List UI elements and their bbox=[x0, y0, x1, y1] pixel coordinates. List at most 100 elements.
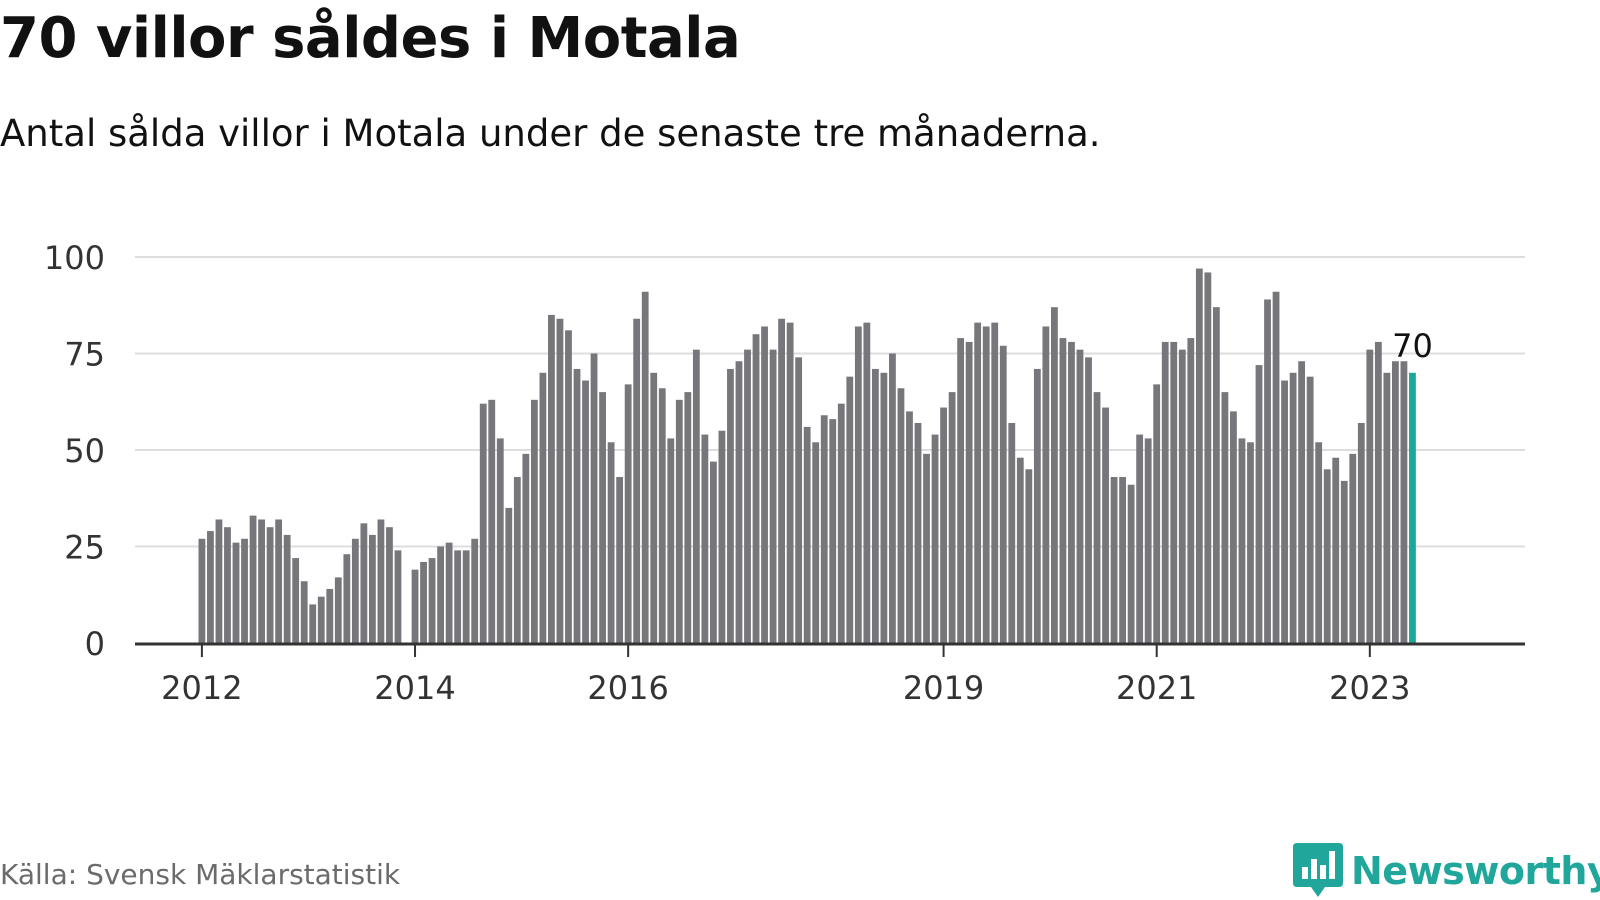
bar bbox=[309, 604, 317, 643]
chart-bubble-icon bbox=[1293, 843, 1343, 897]
bar bbox=[326, 588, 334, 643]
bar bbox=[752, 334, 760, 643]
bar bbox=[283, 534, 291, 643]
bar bbox=[1281, 380, 1288, 643]
bar bbox=[548, 314, 555, 643]
x-axis-ticks: 2012 2014 2016 2019 2021 2023 bbox=[161, 645, 1411, 707]
bar bbox=[1230, 411, 1237, 643]
bar bbox=[650, 372, 658, 643]
x-tick-label: 2016 bbox=[587, 669, 668, 707]
brand-logo: Newsworthy bbox=[1293, 843, 1600, 899]
bar bbox=[889, 353, 896, 643]
bar bbox=[1127, 484, 1135, 643]
bar bbox=[1255, 365, 1263, 643]
bar bbox=[914, 422, 922, 643]
bar bbox=[573, 368, 581, 643]
bar bbox=[360, 523, 368, 643]
y-tick-label: 100 bbox=[44, 239, 105, 277]
bar bbox=[539, 372, 547, 643]
bar bbox=[923, 453, 930, 643]
bar bbox=[675, 399, 683, 643]
bar bbox=[420, 561, 427, 643]
bar bbox=[249, 515, 257, 643]
y-tick-label: 25 bbox=[64, 529, 105, 567]
bar bbox=[513, 477, 521, 643]
bar bbox=[1136, 434, 1144, 643]
bar bbox=[386, 527, 393, 643]
highlight-value-label: 70 bbox=[1392, 327, 1433, 365]
bar bbox=[1042, 326, 1050, 643]
bar bbox=[1170, 341, 1178, 643]
bar bbox=[761, 326, 768, 643]
bars bbox=[198, 268, 1416, 643]
bar bbox=[1221, 392, 1229, 643]
bar bbox=[1144, 438, 1152, 643]
bar-highlight bbox=[1409, 372, 1416, 643]
bar bbox=[803, 426, 811, 643]
bar bbox=[658, 388, 666, 643]
bar bbox=[1332, 457, 1340, 643]
bar bbox=[599, 392, 606, 643]
bar bbox=[351, 538, 359, 643]
bar bbox=[880, 372, 888, 643]
bar bbox=[1068, 341, 1075, 643]
bar bbox=[1085, 357, 1092, 643]
bar bbox=[1247, 442, 1254, 643]
bar bbox=[684, 392, 692, 643]
bar bbox=[377, 519, 385, 643]
bar bbox=[471, 538, 479, 643]
bar bbox=[1025, 469, 1033, 643]
bar bbox=[957, 338, 965, 643]
source-note: Källa: Svensk Mäklarstatistik bbox=[0, 858, 401, 891]
bar bbox=[624, 384, 632, 643]
bar bbox=[607, 442, 615, 643]
bar bbox=[369, 534, 376, 643]
bar bbox=[982, 326, 990, 643]
bar bbox=[582, 380, 589, 643]
bar bbox=[735, 361, 743, 643]
bar bbox=[1298, 361, 1306, 643]
bar bbox=[445, 542, 453, 643]
bar bbox=[965, 341, 973, 643]
bar bbox=[854, 326, 862, 643]
bar bbox=[1357, 422, 1365, 643]
bar bbox=[1289, 372, 1297, 643]
bar bbox=[454, 550, 462, 643]
bar bbox=[1238, 438, 1246, 643]
bar bbox=[343, 554, 351, 643]
bar bbox=[897, 388, 905, 643]
bar bbox=[266, 527, 274, 643]
bar bbox=[863, 322, 871, 643]
x-tick-label: 2012 bbox=[161, 669, 242, 707]
bar bbox=[641, 291, 649, 643]
brand-name: Newsworthy bbox=[1351, 849, 1600, 893]
bar bbox=[565, 330, 572, 643]
bar bbox=[1059, 338, 1067, 643]
bar bbox=[437, 546, 444, 643]
y-tick-label: 75 bbox=[64, 336, 105, 374]
bar bbox=[1033, 368, 1041, 643]
bar bbox=[462, 550, 470, 643]
y-tick-label: 0 bbox=[85, 625, 105, 663]
bar bbox=[1008, 422, 1016, 643]
bar bbox=[241, 538, 248, 643]
bar bbox=[1195, 268, 1203, 643]
bar bbox=[778, 318, 785, 643]
chart-title: 70 villor såldes i Motala bbox=[0, 6, 741, 71]
bar bbox=[633, 318, 641, 643]
bar bbox=[1016, 457, 1024, 643]
bar bbox=[394, 550, 402, 643]
bar bbox=[1204, 272, 1212, 643]
bar bbox=[744, 349, 751, 643]
bar bbox=[530, 399, 538, 643]
bar bbox=[1374, 341, 1382, 643]
bar bbox=[411, 569, 419, 643]
x-tick-label: 2019 bbox=[903, 669, 984, 707]
bar bbox=[232, 542, 240, 643]
y-axis-labels: 0 25 50 75 100 bbox=[44, 239, 105, 663]
bar bbox=[837, 403, 845, 643]
bar bbox=[820, 415, 828, 643]
bar bbox=[1076, 349, 1084, 643]
bar bbox=[224, 527, 231, 643]
bar bbox=[940, 407, 947, 643]
